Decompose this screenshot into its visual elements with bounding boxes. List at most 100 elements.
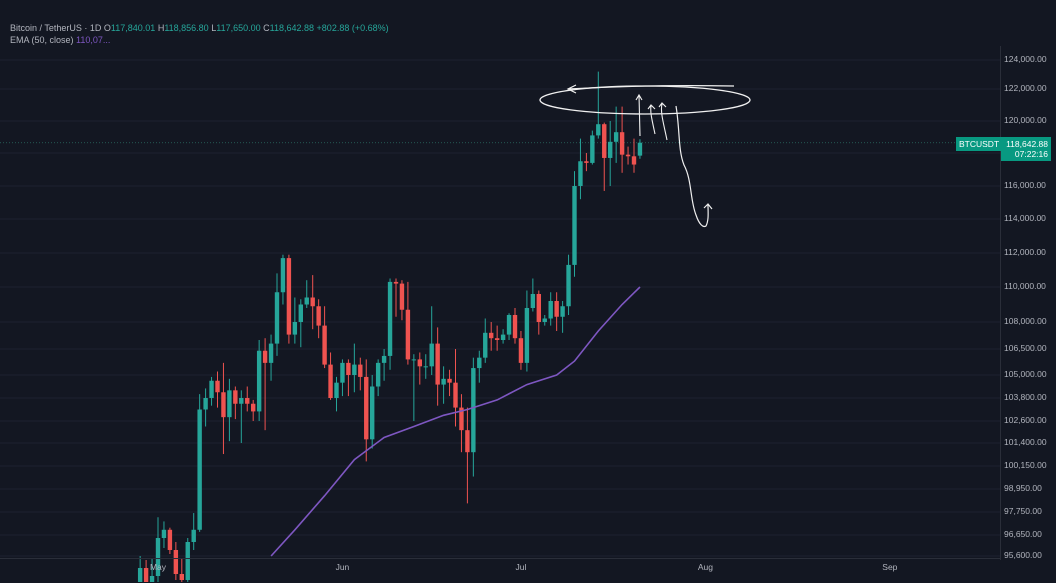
change-value: +802.88 (+0.68%)	[316, 23, 389, 33]
price-axis[interactable]	[1000, 46, 1056, 560]
candle-body	[251, 403, 256, 412]
candle-body	[381, 355, 387, 363]
candle-body	[441, 378, 446, 385]
close-value: 118,642.88	[269, 23, 315, 33]
candle-body	[316, 306, 321, 326]
ema-row: EMA (50, close) 110,07...	[10, 34, 389, 46]
price-tick-label: 112,000.00	[1004, 247, 1046, 257]
high-label: H	[157, 23, 165, 33]
candle-body	[155, 538, 161, 576]
candle-body	[227, 390, 232, 418]
low-value: 117,650.00	[216, 23, 261, 33]
candle-body	[578, 161, 583, 186]
ema-value: 110,07...	[76, 35, 111, 45]
time-axis[interactable]	[0, 558, 1000, 583]
candle-body	[619, 132, 625, 155]
candle-body	[143, 568, 149, 582]
symbol-label[interactable]: Bitcoin / TetherUS · 1D	[10, 23, 102, 33]
candle-body	[483, 332, 488, 358]
candle-body	[286, 258, 292, 335]
candle-body	[334, 382, 339, 398]
price-tick-label: 95,600.00	[1004, 550, 1042, 560]
candle-body	[304, 297, 309, 305]
candle-body	[613, 132, 619, 142]
price-tick-label: 114,000.00	[1004, 213, 1046, 223]
price-tick-label: 105,000.00	[1004, 369, 1047, 379]
candle-body	[590, 135, 595, 163]
candle-body	[280, 258, 286, 293]
candle-body	[161, 529, 167, 538]
candle-body	[536, 294, 541, 322]
candle-body	[274, 292, 280, 344]
candle-body	[542, 318, 547, 322]
candle-body	[328, 364, 333, 398]
price-tick-label: 122,000.00	[1004, 83, 1047, 93]
up-arrow-3	[658, 102, 668, 141]
candle-body	[524, 308, 530, 363]
high-value: 118,856.80	[164, 23, 209, 33]
candle-body	[191, 529, 196, 542]
ohlc-row: Bitcoin / TetherUS · 1D O117,840.01 H118…	[10, 22, 389, 34]
candle-body	[393, 281, 399, 284]
candle-body	[554, 301, 559, 317]
candle-body	[137, 568, 143, 582]
candle-body	[429, 343, 434, 367]
price-tick-label: 97,750.00	[1004, 506, 1042, 516]
price-tick-label: 116,000.00	[1004, 180, 1046, 190]
candle-body	[459, 407, 464, 431]
candle-body	[245, 398, 250, 404]
candle-body	[584, 161, 589, 163]
candle-body	[256, 350, 262, 412]
last-price: 118,642.88	[1006, 139, 1048, 149]
candle-body	[239, 398, 244, 404]
candle-body	[364, 376, 369, 440]
candle-body	[358, 364, 363, 377]
candle-body	[268, 343, 274, 363]
candle-body	[352, 364, 357, 375]
candle-body	[387, 281, 393, 356]
candle-body	[215, 380, 220, 393]
price-tick-label: 102,600.00	[1004, 415, 1047, 425]
candle-body	[471, 368, 476, 453]
last-price-badge: 118,642.88 07:22:16	[1001, 137, 1051, 161]
price-tick-label: 103,800.00	[1004, 392, 1047, 402]
time-tick-label: Jun	[335, 562, 350, 572]
candle-body	[411, 359, 417, 361]
price-tick-label: 120,000.00	[1004, 115, 1047, 125]
candle-body	[506, 315, 512, 335]
candle-body	[500, 334, 506, 340]
candle-body	[221, 392, 226, 418]
low-label: L	[211, 23, 217, 33]
candle-body	[346, 362, 351, 375]
candle-body	[370, 386, 375, 440]
candle-body	[233, 390, 238, 404]
ticker-badge: BTCUSDT	[956, 137, 1003, 151]
candle-body	[417, 359, 422, 367]
price-tick-label: 96,650.00	[1004, 529, 1042, 539]
candle-body	[322, 325, 327, 365]
candle-body	[149, 576, 155, 582]
candle-body	[530, 294, 536, 308]
candle-body	[405, 309, 411, 360]
candle-body	[197, 409, 202, 530]
ema-label[interactable]: EMA (50, close)	[10, 35, 74, 45]
up-arrow-2	[647, 104, 656, 135]
open-value: 117,840.01	[110, 23, 156, 33]
price-tick-label: 101,400.00	[1004, 437, 1047, 447]
top-arrow-annotation	[566, 84, 735, 94]
candle-body	[572, 186, 577, 265]
candle-body	[310, 297, 315, 307]
time-tick-label: Sep	[882, 562, 898, 572]
candle-body	[566, 264, 571, 307]
time-tick-label: Aug	[697, 562, 713, 572]
candle-body	[602, 124, 607, 158]
close-label: C	[263, 23, 270, 33]
candle-body	[560, 306, 565, 317]
candle-body	[435, 343, 440, 385]
candle-body	[167, 529, 173, 550]
candle-body	[292, 322, 298, 335]
candle-body	[399, 283, 405, 310]
price-tick-label: 106,500.00	[1004, 343, 1047, 353]
